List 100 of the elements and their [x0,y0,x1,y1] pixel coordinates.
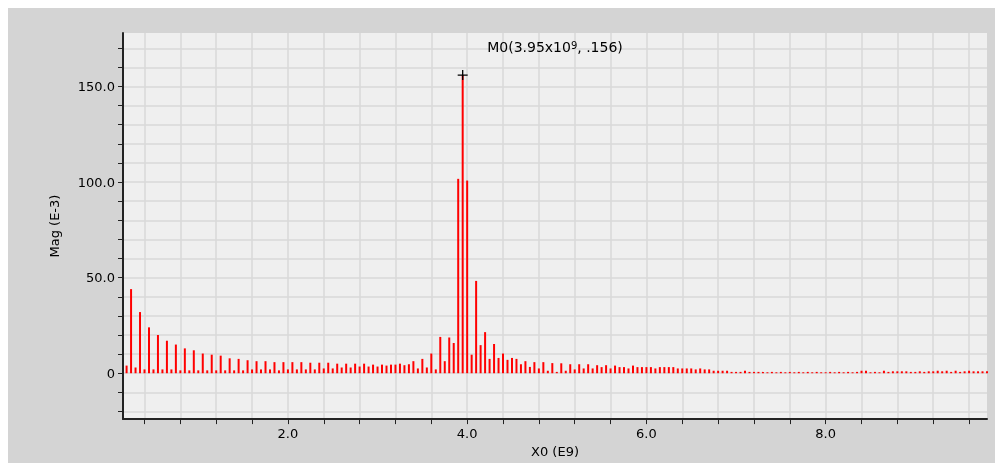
bar [443,361,446,374]
bar [304,369,307,374]
bar [502,353,505,374]
x-tick-label: 4.0 [456,426,478,442]
bar [183,348,186,374]
bar [147,327,150,374]
bar [658,367,661,374]
bar [600,367,603,374]
bar [125,365,128,374]
x-axis-title: X0 (E9) [531,444,579,459]
bar [161,369,164,374]
bar [192,350,195,374]
bar [587,364,590,374]
bar [694,369,697,374]
bar [322,368,325,374]
bar [466,180,469,374]
bar [327,362,330,374]
bar [609,368,612,374]
bar [197,370,200,374]
bar [605,365,608,374]
bar [519,364,522,374]
bar [242,370,245,374]
bar [156,335,159,374]
bar [627,368,630,374]
bar [524,361,527,374]
bar [542,362,545,374]
bar [708,369,711,374]
bar [179,370,182,374]
bar [421,358,424,374]
bar [645,367,648,374]
bar [448,337,451,374]
bar [425,367,428,374]
bar [215,370,218,374]
bar [372,364,375,374]
bar [618,367,621,374]
bar [152,369,155,374]
bar [286,369,289,374]
bar [363,363,366,374]
bar [358,366,361,374]
bar [345,363,348,374]
bar [681,368,684,374]
x-tick-label: 8.0 [815,426,837,442]
bar [510,357,513,374]
bar [398,363,401,374]
bar [484,332,487,374]
bar [537,368,540,374]
bar [452,343,455,374]
bar [165,340,168,374]
bar [340,367,343,374]
bar [649,367,652,374]
bar [407,364,410,374]
bar [331,368,334,374]
bar [636,367,639,374]
bar [277,370,280,374]
bar [506,359,509,374]
bar [224,370,227,374]
bar [493,343,496,374]
bar [591,368,594,374]
bar [354,363,357,374]
bar [367,366,370,374]
bar [389,364,392,374]
bar [201,353,204,374]
bar [139,312,142,374]
bar [488,358,491,374]
bar [475,280,478,374]
bar [569,364,572,374]
bar [174,344,177,374]
bar [654,368,657,374]
bar [219,355,222,374]
bar [434,369,437,374]
x-tick-label: 2.0 [277,426,299,442]
bar [676,368,679,374]
bar [309,362,312,374]
bar [430,353,433,374]
bar [206,370,209,374]
bar [672,367,675,374]
bar [130,289,133,374]
bar [470,354,473,374]
y-axis-title: Mag (E-3) [47,194,62,258]
bar [394,364,397,374]
y-tick-label: 50.0 [86,270,115,286]
bar [533,362,536,374]
bar [268,369,271,374]
x-tick-label: 6.0 [636,426,657,442]
bar [596,365,599,374]
bar [631,365,634,374]
bar [233,370,236,374]
bar [385,365,388,374]
bar [479,345,482,374]
bar [237,358,240,374]
bar [573,369,576,374]
bar [461,75,464,374]
bar [295,369,298,374]
bar [640,367,643,374]
bar [614,365,617,374]
bar [582,368,585,374]
bar [260,369,263,374]
bar [551,363,554,374]
bar [246,360,249,374]
y-tick-label: 100.0 [77,174,115,190]
